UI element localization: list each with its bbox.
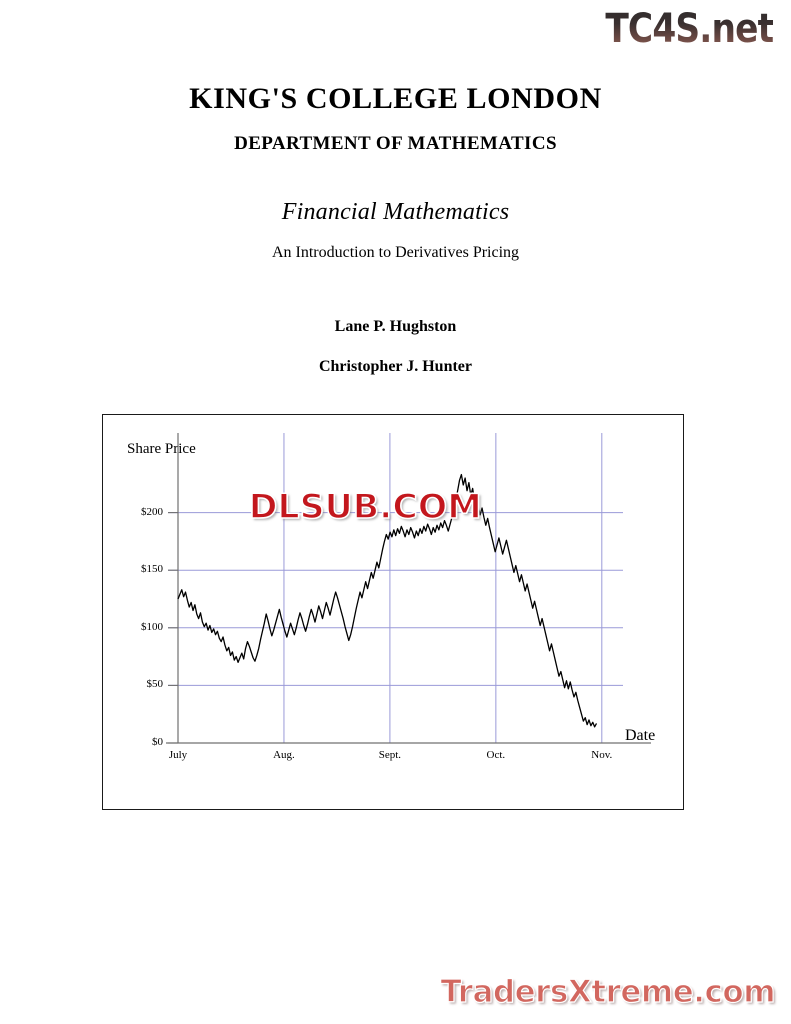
y-axis-tick-label: $150 <box>141 563 163 576</box>
x-axis-tick-label: Nov. <box>591 749 613 761</box>
x-axis-tick-label: Sept. <box>378 749 402 761</box>
chart-xlabel: Date <box>625 727 656 744</box>
watermark-dlsub: DLSUB.COM <box>248 486 483 528</box>
chart-plot-area <box>166 433 651 744</box>
author-name: Lane P. Hughston <box>334 318 457 335</box>
y-axis-tick-label: $0 <box>152 736 163 748</box>
book-subtitle: An Introduction to Derivatives Pricing <box>271 244 520 261</box>
watermark-tc4s: TC4S.net <box>605 6 774 52</box>
y-axis-tick-label: $100 <box>141 620 163 633</box>
share-price-figure: Share Price Date $0 $50 $100 $150 $200 July Au… <box>102 414 684 810</box>
department-title: DEPARTMENT OF MATHEMATICS <box>234 133 557 154</box>
y-axis-tick-label: $200 <box>141 505 163 518</box>
x-axis-tick-label: July <box>168 749 188 761</box>
watermark-tradersxtreme: TradersXtreme.com <box>440 973 776 1010</box>
x-axis-tick-label: Oct. <box>486 749 506 761</box>
book-title: Financial Mathematics <box>281 199 510 225</box>
title-block: KING'S COLLEGE LONDON DEPARTMENT OF MATH… <box>0 82 791 262</box>
university-title: KING'S COLLEGE LONDON <box>189 82 602 115</box>
x-axis-tick-label: Aug. <box>273 749 295 761</box>
author-list: Lane P. Hughston Christopher J. Hunter <box>0 318 791 398</box>
y-axis-tick-label: $50 <box>146 678 164 691</box>
author-name: Christopher J. Hunter <box>318 358 473 375</box>
price-series-line <box>177 473 598 728</box>
